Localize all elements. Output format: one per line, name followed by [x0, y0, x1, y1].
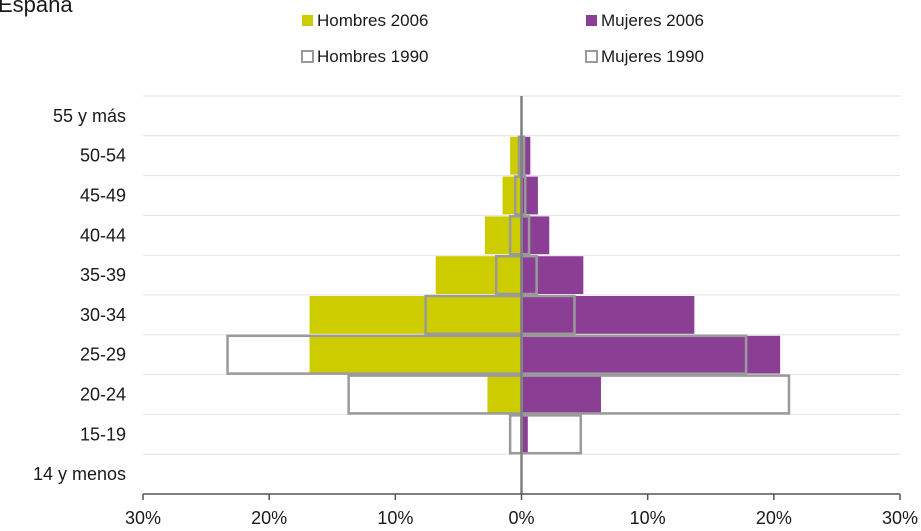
x-tick-label-5: 20% [756, 508, 792, 528]
axes-layer: 30% 20% 10% 0% 10% 20% 30% 14 y menos 15-19 20-24… [33, 96, 918, 528]
bar-mujeres-2006-20-24 [521, 375, 601, 414]
legend-label-mujeres-2006: Mujeres 2006 [601, 11, 704, 30]
legend-label-mujeres-1990: Mujeres 1990 [601, 47, 704, 66]
bar-hombres-2006-45-49 [502, 176, 522, 215]
category-label-15-19: 15-19 [80, 424, 126, 444]
legend-label-hombres-1990: Hombres 1990 [317, 47, 429, 66]
bar-hombres-2006-20-24 [487, 375, 522, 414]
bar-mujeres-2006-15-19 [521, 415, 528, 454]
legend-label-hombres-2006: Hombres 2006 [317, 11, 429, 30]
category-label-30-34: 30-34 [80, 305, 126, 325]
bar-hombres-2006-50-54 [510, 136, 522, 175]
legend-swatch-hombres-2006 [302, 15, 313, 26]
bar-mujeres-2006-45-49 [521, 176, 538, 215]
x-tick-label-1: 20% [251, 508, 287, 528]
category-label-55-y-mas: 55 y más [53, 106, 126, 126]
bar-mujeres-2006-30-34 [521, 296, 695, 334]
legend-swatch-hombres-1990 [301, 50, 314, 63]
bar-mujeres-2006-40-44 [521, 216, 550, 255]
category-label-25-29: 25-29 [80, 345, 126, 365]
bar-hombres-2006-25-29 [309, 335, 522, 374]
x-tick-label-0: 30% [125, 508, 161, 528]
legend-swatch-mujeres-2006 [586, 15, 597, 26]
bar-hombres-1990-15-19 [508, 414, 523, 455]
x-tick-label-2: 10% [377, 508, 413, 528]
legend-swatch-mujeres-1990 [585, 50, 598, 63]
bar-mujeres-1990-15-19 [520, 414, 583, 455]
legend: Hombres 2006 Mujeres 2006 Hombres 1990 Muje… [301, 11, 704, 66]
x-tick-label-3: 0% [508, 508, 534, 528]
x-tick-label-4: 10% [630, 508, 666, 528]
category-label-14-y-menos: 14 y menos [33, 464, 126, 484]
category-label-50-54: 50-54 [80, 146, 126, 166]
bar-mujeres-2006-50-54 [521, 136, 531, 175]
bar-mujeres-2006-35-39 [521, 256, 584, 294]
category-label-45-49: 45-49 [80, 186, 126, 206]
bar-mujeres-2006-25-29 [521, 335, 781, 374]
chart-title: España [0, 0, 73, 17]
bars-layer [226, 135, 791, 455]
category-label-20-24: 20-24 [80, 385, 126, 405]
x-tick-label-6: 30% [882, 508, 918, 528]
category-label-40-44: 40-44 [80, 225, 126, 245]
bar-hombres-2006-30-34 [309, 296, 522, 334]
bar-hombres-2006-40-44 [484, 216, 522, 255]
category-label-35-39: 35-39 [80, 265, 126, 285]
bar-hombres-2006-35-39 [435, 256, 522, 294]
